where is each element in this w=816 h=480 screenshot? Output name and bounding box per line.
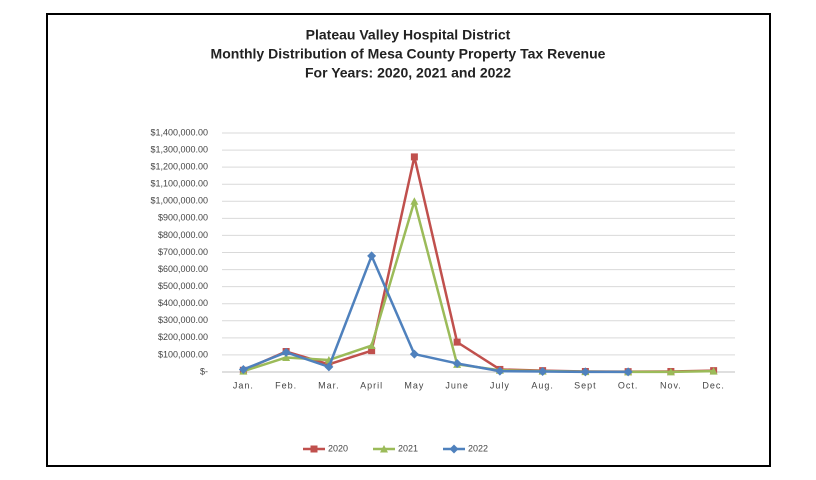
x-tick-label: Dec. (702, 380, 725, 390)
data-point (409, 349, 419, 359)
data-point (368, 347, 376, 355)
legend-label: 2020 (328, 443, 348, 453)
data-point (580, 367, 590, 377)
data-point (709, 367, 718, 375)
data-point (281, 347, 291, 357)
data-point (453, 338, 461, 346)
x-tick-label: June (445, 380, 469, 390)
chart-title: Monthly Distribution of Mesa County Prop… (211, 46, 606, 62)
data-point (452, 358, 462, 368)
legend-marker (449, 444, 459, 454)
chart-title: For Years: 2020, 2021 and 2022 (305, 65, 511, 81)
data-point (282, 353, 291, 361)
data-point (367, 341, 376, 350)
x-tick-label: Jan. (233, 380, 254, 390)
y-tick-label: $200,000.00 (158, 332, 208, 342)
data-point (367, 251, 377, 261)
y-tick-label: $400,000.00 (158, 298, 208, 308)
y-tick-label: $900,000.00 (158, 213, 208, 223)
y-tick-label: $1,000,000.00 (150, 196, 208, 206)
x-tick-label: Aug. (531, 380, 554, 390)
y-tick-label: $700,000.00 (158, 247, 208, 257)
y-tick-label: $- (200, 366, 208, 376)
y-tick-label: $800,000.00 (158, 230, 208, 240)
chart-frame (46, 13, 771, 467)
y-tick-label: $1,200,000.00 (150, 162, 208, 172)
data-point (238, 364, 248, 374)
series-line (242, 254, 629, 374)
y-tick-label: $100,000.00 (158, 349, 208, 359)
data-point (410, 197, 419, 205)
legend-marker (310, 445, 318, 453)
data-point (495, 366, 505, 376)
data-point (538, 366, 548, 376)
data-point (666, 367, 675, 376)
y-tick-label: $600,000.00 (158, 264, 208, 274)
y-tick-label: $500,000.00 (158, 281, 208, 291)
y-tick-label: $300,000.00 (158, 315, 208, 325)
x-tick-label: Mar. (318, 380, 340, 390)
x-tick-label: April (360, 380, 383, 390)
legend-label: 2022 (468, 443, 488, 453)
y-tick-label: $1,300,000.00 (150, 144, 208, 154)
x-tick-label: July (490, 380, 510, 390)
x-tick-label: Feb. (275, 380, 297, 390)
data-point (410, 153, 418, 161)
chart-title: Plateau Valley Hospital District (306, 27, 511, 43)
x-tick-label: May (404, 380, 424, 390)
data-point (324, 362, 334, 372)
y-tick-label: $1,100,000.00 (150, 179, 208, 189)
data-point (623, 367, 633, 377)
x-tick-label: Nov. (660, 380, 682, 390)
x-tick-label: Sept (574, 380, 597, 390)
y-tick-label: $1,400,000.00 (150, 127, 208, 137)
x-tick-label: Oct. (618, 380, 639, 390)
legend-label: 2021 (398, 443, 418, 453)
legend-marker (380, 445, 388, 453)
